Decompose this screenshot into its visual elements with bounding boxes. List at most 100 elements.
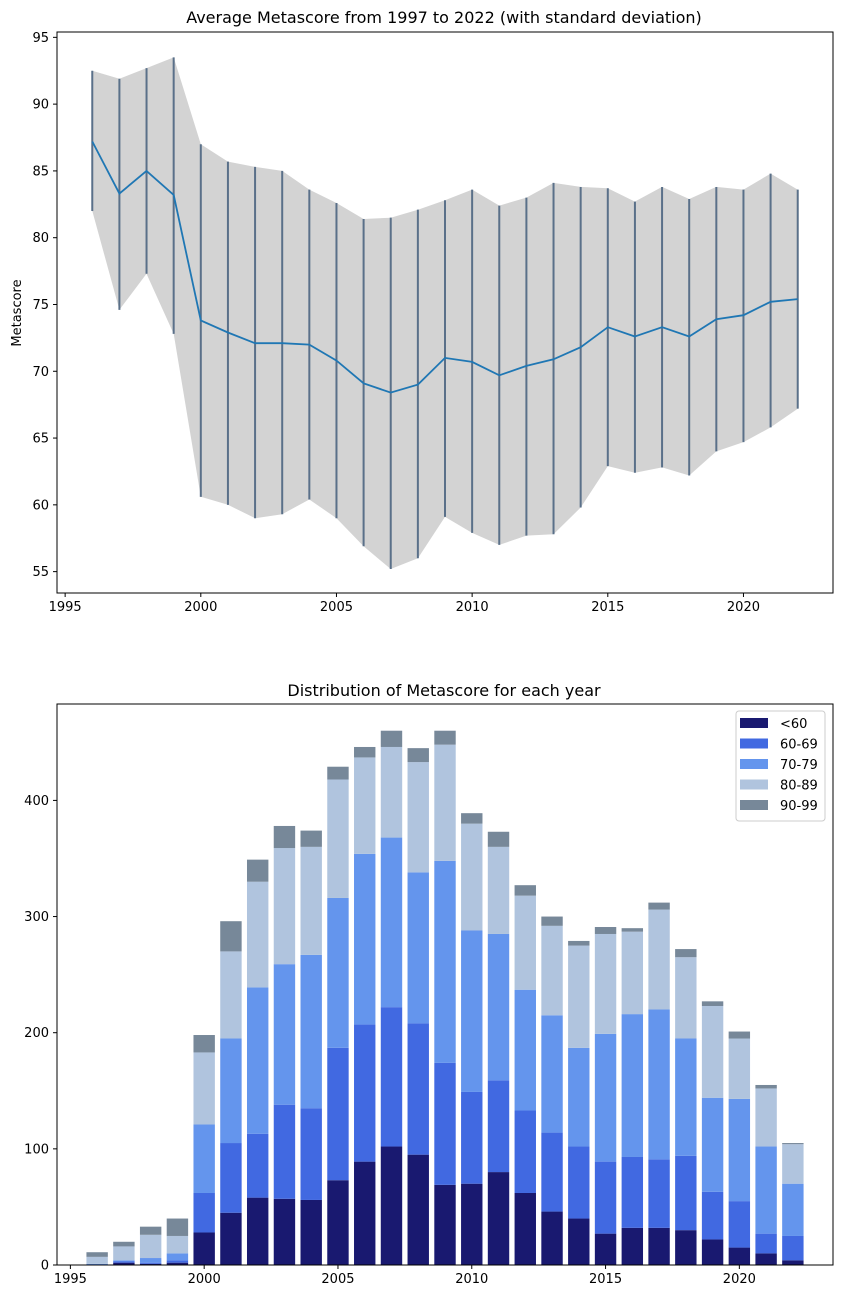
x-tick-label: 2005 — [321, 1272, 354, 1287]
y-tick-label: 85 — [32, 164, 49, 179]
y-tick-label: 100 — [24, 1142, 49, 1157]
bar-segment — [461, 1183, 483, 1265]
bar-segment — [300, 1108, 322, 1200]
bar-segment — [407, 1154, 429, 1265]
y-tick-label: 300 — [24, 910, 49, 925]
bar-segment — [139, 1234, 162, 1259]
bar-segment — [139, 1258, 162, 1263]
bar-segment — [648, 1227, 670, 1265]
chart1-y-axis: 55 60 65 70 75 80 85 90 95 — [32, 31, 57, 580]
bar-segment — [487, 933, 510, 1081]
y-tick-label: 400 — [24, 794, 49, 809]
bar-segment — [594, 1161, 617, 1234]
bar-segment — [755, 1253, 777, 1265]
y-tick-label: 0 — [41, 1259, 49, 1274]
bar-segment — [86, 1263, 108, 1265]
bar-segment — [568, 940, 590, 946]
bar-segment — [701, 1097, 724, 1192]
bar-segment — [541, 916, 563, 926]
bar-segment — [514, 895, 536, 990]
bar-segment — [594, 1233, 617, 1265]
bar-segment — [701, 1001, 724, 1006]
bar-segment — [380, 746, 403, 838]
bar-segment — [487, 1172, 510, 1265]
mean-line-layer — [91, 141, 798, 394]
bar-segment — [166, 1262, 189, 1265]
bar-segment — [568, 1218, 590, 1265]
y-tick-label: 65 — [32, 432, 49, 447]
bar-segment — [728, 1038, 751, 1099]
x-tick-label: 2000 — [184, 600, 217, 615]
legend-swatch — [740, 800, 768, 810]
bar-segment — [675, 1038, 697, 1156]
bar-segment — [300, 954, 322, 1109]
chart1-plot-frame — [56, 31, 834, 594]
bar-segment — [193, 1035, 215, 1053]
y-tick-label: 200 — [24, 1026, 49, 1041]
y-tick-label: 75 — [32, 298, 49, 313]
average-metascore-chart: Average Metascore from 1997 to 2022 (wit… — [10, 8, 834, 615]
bar-segment — [675, 957, 697, 1039]
bar-segment — [220, 951, 242, 1039]
bar-segment — [193, 1124, 215, 1193]
bar-segment — [407, 762, 429, 873]
bar-segment — [220, 1212, 242, 1265]
y-tick-label: 55 — [32, 565, 49, 580]
bar-segment — [327, 1180, 349, 1265]
bar-segment — [113, 1260, 135, 1262]
bar-segment — [300, 1199, 322, 1265]
bar-segment — [648, 1159, 670, 1228]
bar-segment — [514, 1110, 536, 1193]
bar-segment — [86, 1256, 108, 1264]
x-tick-label: 1995 — [54, 1272, 87, 1287]
bar-segment — [621, 1156, 644, 1228]
x-tick-label: 2010 — [455, 1272, 488, 1287]
y-tick-label: 95 — [32, 31, 49, 46]
bar-segment — [621, 928, 644, 932]
bar-segment — [246, 1197, 269, 1265]
x-tick-label: 2015 — [591, 600, 624, 615]
bar-segment — [675, 1230, 697, 1265]
legend-swatch — [740, 738, 768, 749]
bar-segment — [675, 949, 697, 958]
bar-segment — [621, 1227, 644, 1265]
bar-segment — [568, 1047, 590, 1147]
bar-segment — [380, 1007, 403, 1147]
chart1-x-axis: 1995 2000 2005 2010 2015 2020 — [49, 593, 760, 615]
chart1-title: Average Metascore from 1997 to 2022 (wit… — [186, 8, 702, 27]
bar-segment — [193, 1052, 215, 1125]
legend-label: 60-69 — [780, 738, 818, 753]
bar-segment — [461, 1091, 483, 1184]
bar-segment — [461, 823, 483, 931]
bar-segment — [541, 1211, 563, 1265]
bar-segment — [246, 881, 269, 988]
bar-segment — [514, 885, 536, 896]
y-tick-label: 70 — [32, 365, 49, 380]
bar-segment — [782, 1143, 804, 1145]
bar-segment — [220, 921, 242, 952]
chart1-ylabel: Metascore — [10, 279, 25, 346]
x-tick-label: 2010 — [456, 600, 489, 615]
bar-segment — [273, 964, 296, 1105]
bar-segment — [648, 909, 670, 1010]
bar-segment — [514, 1192, 536, 1265]
bar-segment — [648, 1009, 670, 1160]
bar-segment — [434, 730, 456, 745]
bar-segment — [461, 813, 483, 824]
chart2-title: Distribution of Metascore for each year — [287, 681, 601, 700]
bar-segment — [755, 1088, 777, 1147]
chart2-x-axis: 1995 2000 2005 2010 2015 2020 — [54, 1265, 756, 1287]
bar-segment — [407, 748, 429, 763]
bar-segment — [166, 1235, 189, 1254]
bar-segment — [327, 1047, 349, 1181]
bar-segment — [220, 1038, 242, 1144]
bar-segment — [541, 1132, 563, 1212]
bar-segment — [407, 1023, 429, 1155]
bar-segment — [434, 744, 456, 861]
bar-segment — [594, 933, 617, 1034]
bar-segment — [327, 897, 349, 1048]
bar-segment — [193, 1192, 215, 1233]
legend-swatch — [740, 779, 768, 790]
x-tick-label: 2000 — [188, 1272, 221, 1287]
